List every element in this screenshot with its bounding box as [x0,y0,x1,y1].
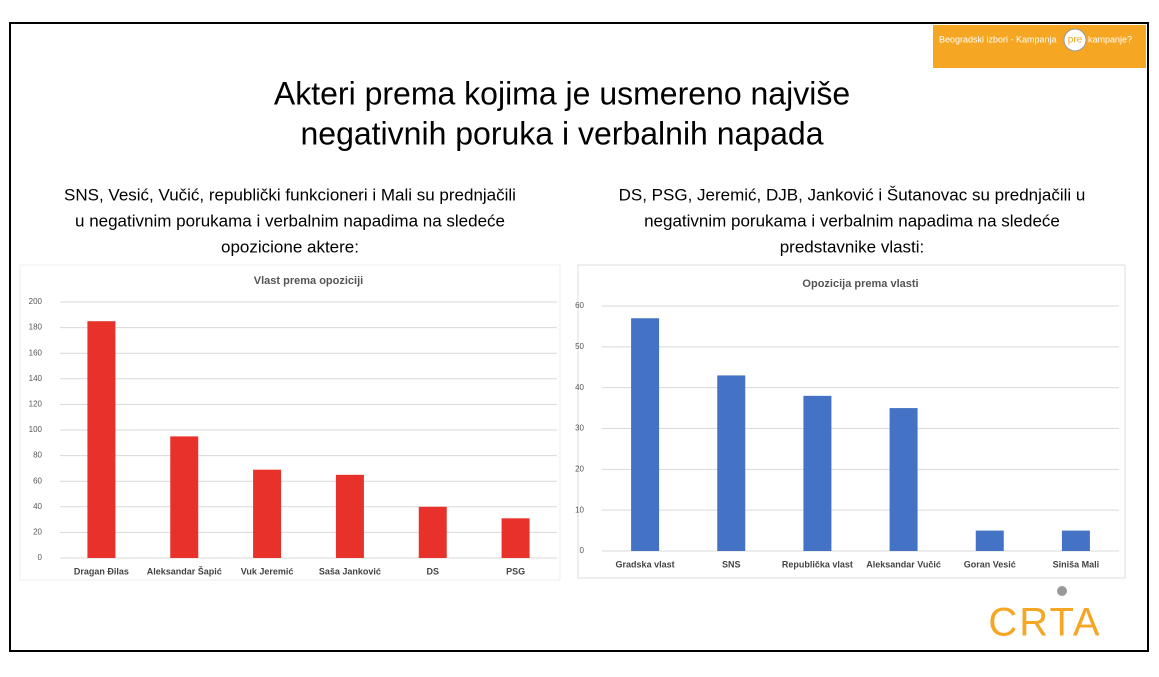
y-tick-label: 200 [29,297,43,306]
slide-frame [9,22,1149,652]
x-tick-label: Siniša Mali [1053,559,1100,569]
y-tick-label: 100 [29,425,43,434]
y-tick-label: 60 [575,301,584,310]
bar [631,318,660,551]
bar [1061,530,1090,551]
y-tick-label: 30 [575,424,584,433]
bar [170,436,199,558]
y-tick-label: 10 [575,505,584,514]
caption: predstavnike vlasti: [780,237,925,256]
x-tick-label: DS [426,566,439,576]
bar [87,321,116,558]
y-tick-label: 40 [33,502,42,511]
y-tick-label: 20 [33,528,42,537]
y-tick-label: 60 [33,476,42,485]
x-tick-label: Gradska vlast [616,559,675,569]
slide-title: negativnih poruka i verbalnih napada [300,115,823,151]
y-tick-label: 80 [33,451,42,460]
y-tick-label: 0 [580,546,585,555]
banner-bg [933,25,1146,68]
y-tick-label: 50 [575,342,584,351]
caption: opozicione aktere: [221,237,359,256]
caption: negativnim porukama i verbalnim napadima… [644,211,1060,230]
bar [975,530,1004,551]
x-tick-label: Saša Janković [319,566,381,576]
bar [501,518,530,558]
y-tick-label: 0 [38,553,43,562]
y-tick-label: 20 [575,464,584,473]
y-tick-label: 140 [29,374,43,383]
bar [889,408,918,551]
y-tick-label: 160 [29,348,43,357]
logo-dot [1057,586,1067,596]
bar [418,506,447,558]
logo: CRTA [988,601,1101,645]
banner-circle [1063,28,1087,52]
caption: u negativnim porukama i verbalnim napadi… [75,211,505,230]
chart-title: Opozicija prema vlasti [802,278,918,290]
x-tick-label: Aleksandar Vučić [866,559,941,569]
x-tick-label: Vuk Jeremić [241,566,294,576]
bar [803,395,832,551]
banner-text: pre [1068,35,1083,46]
bar [335,474,364,558]
banner-text: Beogradski izbori - Kampanja [939,34,1057,44]
x-tick-label: SNS [722,559,741,569]
caption: SNS, Vesić, Vučić, republički funkcioner… [64,185,516,204]
bar [253,469,282,558]
chart-frame [577,264,1126,579]
y-tick-label: 120 [29,400,43,409]
x-tick-label: Aleksandar Šapić [147,565,222,576]
x-tick-label: Republička vlast [782,559,853,569]
y-tick-label: 180 [29,323,43,332]
x-tick-label: Dragan Đilas [74,566,129,576]
y-tick-label: 40 [575,383,584,392]
x-tick-label: Goran Vesić [964,559,1016,569]
chart-title: Vlast prema opoziciji [254,275,363,287]
chart-frame [19,264,561,581]
banner-text: kampanje? [1088,34,1132,44]
caption: DS, PSG, Jeremić, DJB, Janković i Šutano… [619,185,1086,204]
x-tick-label: PSG [506,566,525,576]
bar [717,375,746,551]
slide-title: Akteri prema kojima je usmereno najviše [274,75,850,111]
